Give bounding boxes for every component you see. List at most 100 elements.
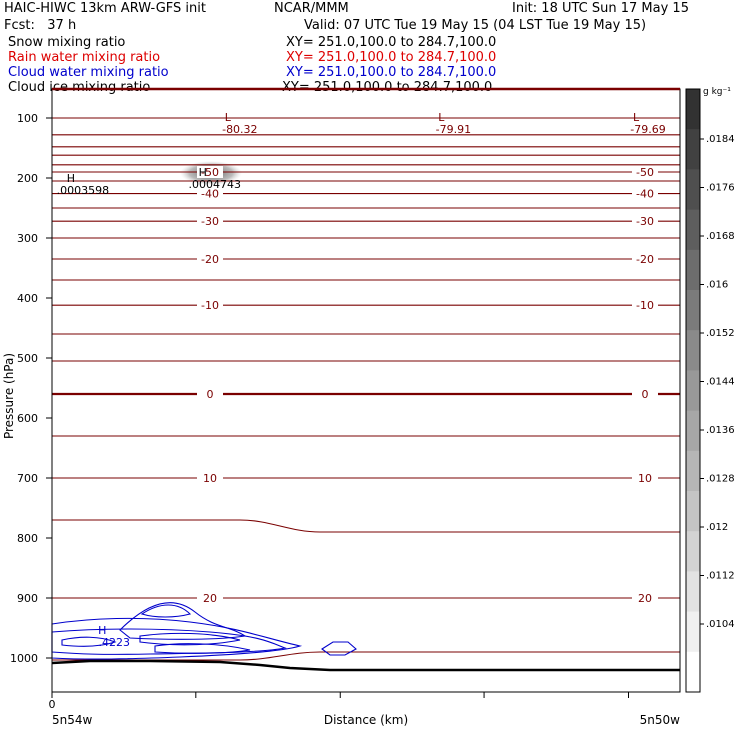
temperature-contour-label: -30 [636,215,654,228]
colorbar-swatch [686,531,700,572]
temperature-contours: -50 -50 -40 -40 -30 -30 -20 -20 -10 -10 0 0 10 10 20 20 [51,117,681,661]
temperature-contour-label: 0 [207,388,214,401]
colorbar-tick-label: .0136 [706,425,735,436]
temperature-contour-label: -20 [636,253,654,266]
temperature-contour [51,192,681,195]
extremum-type: L [633,111,640,124]
field-name-snow: Snow mixing ratio [8,35,126,50]
contour-label-bg [632,388,658,400]
temperature-contour [52,651,680,661]
cloud-water-contour [154,643,251,654]
temperature-contour [51,360,681,362]
extremum-value: .4223 [98,636,130,649]
colorbar: .0184 .0176 .0168 .016 .0152 .0144 .0136 .0128.… [685,88,735,693]
x-axis [51,692,630,698]
header-valid: Valid: 07 UTC Tue 19 May 15 (04 LST Tue … [304,18,647,33]
colorbar-swatch [686,611,700,653]
extremum-value: -79.69 [630,123,665,136]
cloud-water-contour [61,636,117,647]
colorbar-unit: g kg⁻¹ [703,87,731,97]
header-forecast: Fcst: 37 h [4,18,77,33]
temperature-contour-label: 0 [642,388,649,401]
temperature-contour-label: -40 [636,188,654,201]
plot-frame [51,88,681,693]
temperature-contour [51,145,681,148]
header-source: NCAR/MMM [274,1,349,16]
colorbar-swatch [686,89,700,130]
temperature-contour [51,477,681,479]
extrema-labels: L-80.32L-79.91L-79.69H.0004743H.0003598H… [57,111,666,649]
temperature-contour-label: 10 [203,472,217,485]
temperature-contour [51,258,681,260]
y-axis-label: Pressure (hPa) [2,353,16,439]
temperature-contour [51,333,681,335]
contour-label-bg [632,187,658,200]
y-tick-label: 200 [17,172,38,185]
y-tick-label: 600 [17,412,38,425]
colorbar-tick-label: .0112 [706,571,735,582]
extremum-value: .0003598 [57,184,110,197]
field-xy-cloud-ice: XY= 251.0,100.0 to 284.7,100.0 [282,80,493,95]
colorbar-swatch [686,491,700,532]
contour-label-bg [197,299,223,312]
temperature-contour [51,220,681,223]
colorbar-swatch [686,571,700,613]
contour-label-bg [632,253,658,265]
colorbar-tick-label: .0144 [706,377,735,388]
y-tick-label: 1000 [10,652,38,665]
temperature-contour [51,163,681,166]
header-init: Init: 18 UTC Sun 17 May 15 [512,1,689,16]
contour-label-bg [197,215,223,228]
temperature-contour [52,519,680,533]
temperature-contour [51,117,681,119]
extremum-type: L [438,111,445,124]
colorbar-swatch [686,129,700,170]
terrain-surface-line [51,659,680,672]
extremum-type: H [67,172,75,185]
y-tick-label: 800 [17,532,38,545]
x-axis-label: Distance (km) [324,713,408,727]
contour-label-bg [632,215,658,228]
contour-label-bg [197,253,223,265]
temperature-contour [51,154,681,157]
contour-label-bg [632,299,658,312]
colorbar-tick-label: .0152 [706,328,735,339]
field-xy-rain: XY= 251.0,100.0 to 284.7,100.0 [286,50,497,65]
colorbar-swatch [686,651,700,693]
contour-label-bg [197,166,223,178]
y-tick-label: 900 [17,592,38,605]
temperature-contour [51,304,681,307]
header-title: HAIC-HIWC 13km ARW-GFS init [4,1,206,16]
x-endpoint-right: 5n50w [640,713,681,727]
temperature-contour [51,171,681,173]
y-tick-label: 100 [17,112,38,125]
extremum-type: L [225,111,232,124]
colorbar-swatch [686,290,700,331]
x-tick-label-0: 0 [49,698,56,711]
colorbar-tick-label: .0184 [706,134,735,145]
colorbar-tick-label: .012 [706,522,728,533]
extremum-type: H [98,624,106,637]
colorbar-swatch [686,169,700,211]
temperature-contour-label: 10 [638,472,652,485]
temperature-contour-label: 20 [203,592,217,605]
temperature-contour [51,392,681,396]
temperature-contour [51,133,681,136]
colorbar-swatch [686,209,700,251]
field-name-cloud-water: Cloud water mixing ratio [8,65,169,80]
contour-label-bg [197,187,223,200]
temperature-contour [51,237,681,239]
temperature-contour-label: -50 [201,166,219,179]
contour-label-bg [197,388,223,400]
contour-label-bg [632,472,658,484]
field-name-cloud-ice: Cloud ice mixing ratio [8,80,151,95]
y-tick-label: 300 [17,232,38,245]
temperature-contour [51,279,681,281]
cloud-water-contour [139,632,241,646]
y-tick-label: 500 [17,352,38,365]
contour-label-bg [632,592,658,604]
colorbar-frame [685,88,701,693]
temperature-contour-label: -10 [636,299,654,312]
extremum-value: -80.32 [222,123,257,136]
